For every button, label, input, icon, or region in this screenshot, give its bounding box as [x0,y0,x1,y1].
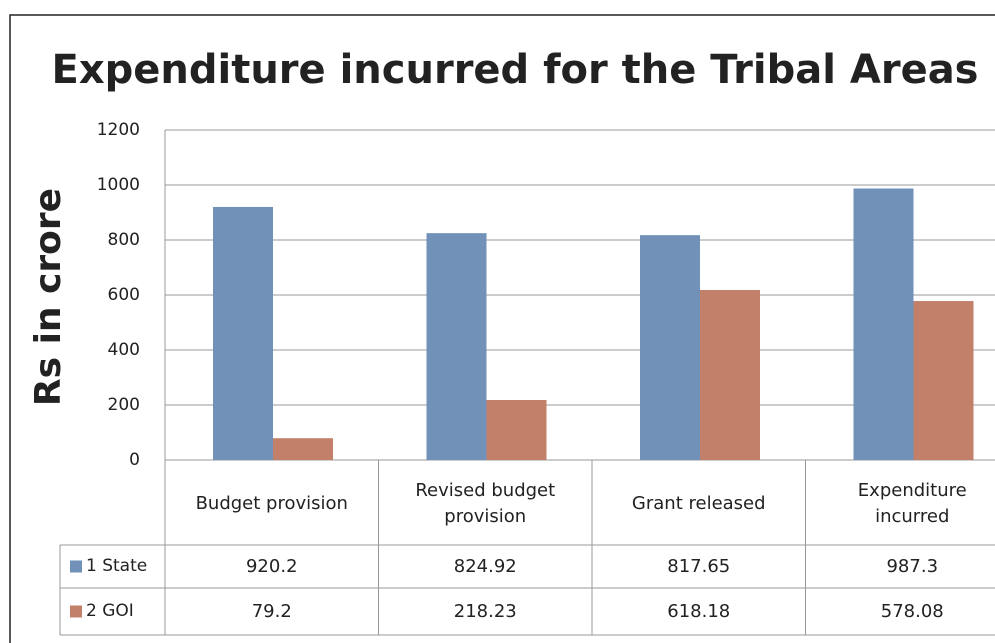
y-tick-label: 800 [108,230,140,250]
table-value: 79.2 [251,600,292,622]
bar [213,206,273,460]
y-tick-label: 600 [108,285,140,305]
bar [640,235,700,460]
bar [853,188,914,460]
bar [913,301,974,460]
table-value: 824.92 [453,555,517,577]
category-label: Expenditure incurred [857,480,967,527]
y-tick-label: 1200 [97,120,140,140]
table-value: 817.65 [667,555,731,577]
legend-label: 2 GOI [86,600,134,621]
y-tick-label: 200 [108,395,140,415]
category-label: Revised budget provision [415,480,556,527]
legend-swatch [70,605,82,618]
category-label: Grant released [631,492,766,514]
category-label: Budget provision [195,492,348,514]
chart-title: Expenditure incurred for the Tribal Area… [52,47,979,93]
y-tick-label: 1000 [97,175,140,195]
table-value: 987.3 [886,555,939,577]
table-value: 578.08 [880,600,944,622]
chart-border [9,14,995,643]
table-value: 218.23 [453,600,517,622]
bar [486,399,547,460]
table-value: 618.18 [667,600,731,622]
table-value: 920.2 [245,555,298,577]
legend-label: 1 State [86,555,148,576]
bar [273,438,333,460]
legend-swatch [70,560,82,573]
bar [426,233,487,460]
y-tick-label: 0 [129,450,140,470]
bar [700,290,760,460]
y-tick-label: 400 [108,340,140,360]
y-axis-label: Rs in crore [28,188,69,406]
